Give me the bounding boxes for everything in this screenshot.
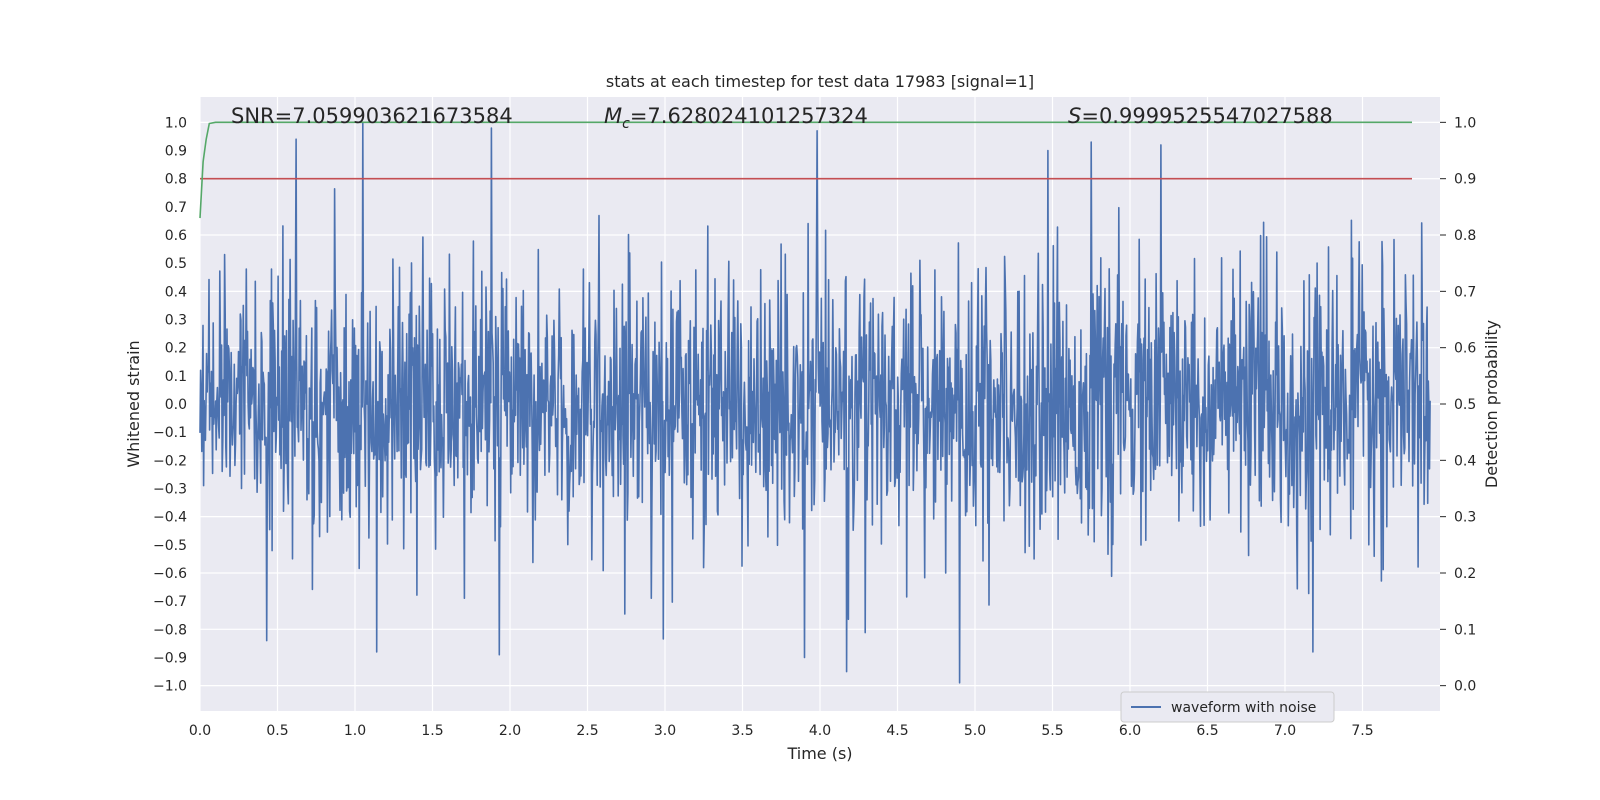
y-left-tick-label: 0.1 — [165, 369, 187, 385]
x-tick-label: 0.0 — [189, 723, 211, 739]
x-tick-label: 6.5 — [1196, 723, 1218, 739]
y-left-tick-label: −0.7 — [153, 594, 187, 610]
x-tick-label: 2.0 — [499, 723, 521, 739]
y-left-tick-label: −0.4 — [153, 510, 187, 526]
y-left-tick-label: −0.3 — [153, 481, 187, 497]
annotation-chirp-mass-value: =7.628024101257324 — [630, 104, 868, 128]
y-left-tick-label: 0.3 — [165, 313, 187, 329]
y-left-tick-label: −0.8 — [153, 622, 187, 638]
waveform-line — [199, 121, 1431, 684]
y-left-axis-label: Whitened strain — [124, 340, 143, 467]
annotation-chirp-mass: Mc=7.628024101257324 — [604, 104, 868, 132]
waveform-series — [199, 121, 1431, 684]
y-left-tick-label: −0.1 — [153, 425, 187, 441]
y-left-tick-label: −0.2 — [153, 453, 187, 469]
annotation-detection-stat-label: S — [1068, 104, 1081, 128]
y-right-axis-ticks: 1.0 0.9 0.8 0.7 0.6 0.5 0.4 0.3 0.2 0.1 0.0 — [1440, 115, 1476, 695]
x-axis-label: Time (s) — [786, 744, 852, 763]
y-left-tick-label: 0.9 — [165, 144, 187, 160]
x-tick-label: 1.5 — [421, 723, 443, 739]
annotation-chirp-mass-subscript: c — [622, 116, 630, 132]
y-right-tick-label: 0.4 — [1454, 453, 1476, 469]
y-right-tick-label: 0.9 — [1454, 172, 1476, 188]
y-left-tick-label: 0.5 — [165, 256, 187, 272]
x-tick-label: 6.0 — [1119, 723, 1141, 739]
y-left-tick-label: 1.0 — [165, 115, 187, 131]
x-tick-label: 1.0 — [344, 723, 366, 739]
y-left-tick-label: 0.2 — [165, 341, 187, 357]
annotation-snr: SNR=7.059903621673584 — [231, 104, 513, 128]
y-left-axis-ticks: 1.0 0.9 0.8 0.7 0.6 0.5 0.4 0.3 0.2 0.1 0.0 −0.1 −0.… — [153, 115, 187, 694]
x-tick-label: 2.5 — [576, 723, 598, 739]
y-right-axis-label: Detection probability — [1482, 320, 1501, 488]
y-right-tick-label: 0.6 — [1454, 341, 1476, 357]
y-left-tick-label: −0.6 — [153, 566, 187, 582]
x-tick-label: 4.5 — [886, 723, 908, 739]
y-right-tick-label: 0.0 — [1454, 679, 1476, 695]
y-left-tick-label: 0.7 — [165, 200, 187, 216]
y-right-tick-label: 0.5 — [1454, 397, 1476, 413]
y-left-tick-label: 0.4 — [165, 284, 187, 300]
annotation-detection-stat-value: =0.9999525547027588 — [1081, 104, 1332, 128]
annotation-chirp-mass-label: M — [604, 104, 622, 128]
y-left-tick-label: −1.0 — [153, 679, 187, 695]
x-tick-label: 7.5 — [1351, 723, 1373, 739]
y-left-tick-label: −0.9 — [153, 650, 187, 666]
legend: waveform with noise — [1120, 691, 1335, 723]
y-left-tick-label: 0.0 — [165, 397, 187, 413]
y-right-tick-label: 0.3 — [1454, 510, 1476, 526]
y-left-tick-label: 0.6 — [165, 228, 187, 244]
x-tick-label: 3.0 — [654, 723, 676, 739]
x-tick-label: 5.5 — [1041, 723, 1063, 739]
x-tick-label: 3.5 — [731, 723, 753, 739]
y-left-tick-label: 0.8 — [165, 172, 187, 188]
overlay-lines — [199, 121, 1412, 219]
x-tick-label: 4.0 — [809, 723, 831, 739]
y-right-tick-label: 0.2 — [1454, 566, 1476, 582]
x-tick-label: 5.0 — [964, 723, 986, 739]
x-tick-label: 7.0 — [1274, 723, 1296, 739]
legend-box — [1120, 691, 1335, 723]
y-right-tick-label: 1.0 — [1454, 115, 1476, 131]
y-right-tick-label: 0.8 — [1454, 228, 1476, 244]
legend-label-waveform: waveform with noise — [1171, 700, 1316, 716]
detection-probability-line — [199, 121, 1412, 219]
x-axis-ticks: 0.0 0.5 1.0 1.5 2.0 2.5 3.0 3.5 4.0 4.5 5.0 5.5 6.0 6… — [189, 723, 1374, 739]
y-left-tick-label: −0.5 — [153, 538, 187, 554]
y-right-tick-label: 0.1 — [1454, 622, 1476, 638]
x-tick-label: 0.5 — [266, 723, 288, 739]
annotation-detection-stat: S=0.9999525547027588 — [1068, 104, 1333, 128]
y-right-tick-label: 0.7 — [1454, 284, 1476, 300]
chart-title: stats at each timestep for test data 179… — [606, 72, 1034, 91]
